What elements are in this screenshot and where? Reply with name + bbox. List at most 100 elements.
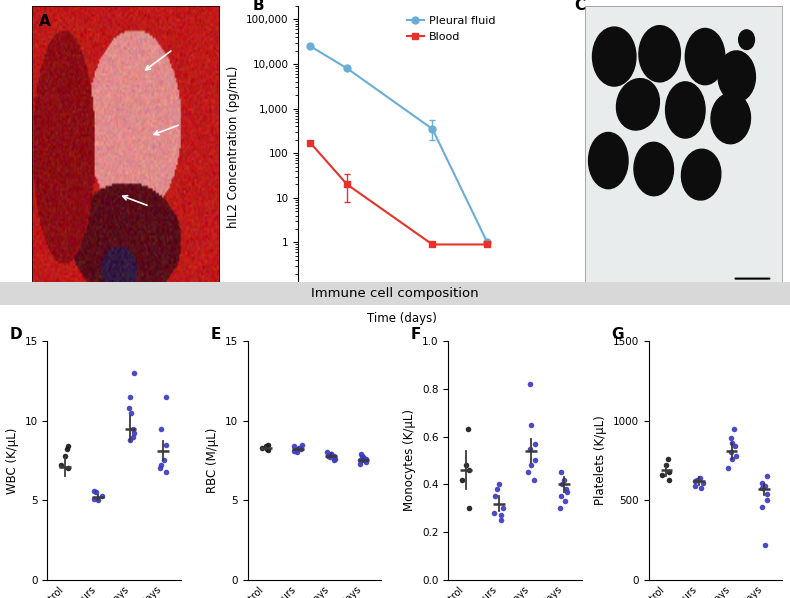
Point: [90, 487, 103, 497]
Point: [524, 444, 536, 453]
Point: [154, 424, 167, 434]
Point: [294, 444, 307, 454]
Point: [761, 489, 773, 499]
Y-axis label: hIL2 Concentration (pg/mL): hIL2 Concentration (pg/mL): [228, 65, 240, 228]
Point: [462, 504, 475, 513]
Point: [155, 460, 167, 470]
Point: [360, 457, 373, 467]
Point: [724, 434, 737, 443]
Point: [729, 451, 742, 460]
Text: A: A: [40, 14, 51, 29]
Point: [759, 540, 772, 550]
Point: [288, 441, 300, 451]
Point: [555, 492, 568, 501]
Point: [460, 460, 472, 470]
Point: [96, 491, 108, 501]
Point: [729, 441, 742, 451]
Point: [694, 473, 706, 483]
Point: [724, 448, 737, 457]
Point: [493, 480, 506, 489]
Point: [488, 508, 501, 518]
Point: [255, 443, 268, 453]
Point: [160, 392, 172, 401]
Point: [725, 454, 738, 463]
Point: [126, 424, 139, 434]
Point: [525, 460, 538, 470]
Point: [558, 475, 570, 484]
Ellipse shape: [718, 51, 755, 102]
Text: D: D: [10, 327, 23, 341]
Point: [488, 492, 501, 501]
Point: [525, 420, 537, 429]
Point: [656, 470, 669, 480]
Point: [262, 440, 275, 449]
Point: [126, 432, 139, 441]
Point: [291, 448, 303, 457]
Point: [153, 463, 166, 473]
Point: [321, 448, 333, 457]
Point: [660, 460, 672, 470]
Point: [88, 486, 100, 496]
Point: [560, 487, 573, 496]
Point: [354, 459, 367, 468]
Point: [691, 475, 704, 484]
Point: [327, 456, 340, 465]
Point: [296, 440, 309, 449]
Point: [324, 453, 337, 462]
Point: [288, 446, 301, 456]
Point: [722, 463, 735, 473]
Point: [697, 478, 709, 487]
Ellipse shape: [666, 82, 705, 138]
Point: [761, 496, 773, 505]
Point: [261, 444, 273, 454]
Point: [728, 424, 740, 434]
Text: E: E: [210, 327, 220, 341]
X-axis label: Time (days): Time (days): [367, 312, 437, 325]
Point: [356, 451, 368, 460]
Point: [725, 438, 738, 448]
Point: [354, 456, 367, 465]
Y-axis label: Monocytes (K/μL): Monocytes (K/μL): [404, 410, 416, 511]
Text: Immune cell composition: Immune cell composition: [311, 287, 479, 300]
Point: [663, 467, 675, 477]
Ellipse shape: [589, 133, 628, 189]
Point: [529, 456, 542, 465]
Ellipse shape: [616, 79, 660, 130]
Point: [294, 443, 307, 453]
Point: [524, 379, 536, 389]
Point: [322, 451, 335, 460]
Point: [529, 439, 541, 448]
Point: [755, 502, 768, 511]
Point: [123, 403, 136, 413]
Ellipse shape: [686, 29, 725, 85]
Point: [62, 463, 74, 473]
Point: [521, 468, 534, 477]
Point: [689, 477, 702, 486]
Point: [160, 467, 172, 477]
Point: [359, 454, 372, 463]
Ellipse shape: [739, 30, 754, 50]
Point: [128, 429, 141, 438]
Text: 2,000 μm: 2,000 μm: [729, 291, 776, 301]
Text: C: C: [575, 0, 586, 13]
Y-axis label: Platelets (K/μL): Platelets (K/μL): [594, 416, 607, 505]
Point: [462, 465, 475, 475]
Point: [559, 496, 571, 506]
Point: [88, 494, 100, 504]
Text: G: G: [611, 327, 623, 341]
Point: [756, 483, 769, 492]
Point: [355, 449, 367, 459]
Point: [92, 496, 105, 505]
Point: [695, 483, 708, 492]
Ellipse shape: [711, 93, 750, 144]
Ellipse shape: [682, 150, 720, 200]
Point: [124, 392, 137, 401]
Text: F: F: [411, 327, 421, 341]
Point: [325, 449, 337, 459]
Legend: Pleural fluid, Blood: Pleural fluid, Blood: [402, 11, 500, 46]
Point: [758, 481, 771, 491]
Point: [123, 435, 136, 444]
Point: [661, 454, 674, 463]
Text: B: B: [253, 0, 264, 13]
Point: [62, 441, 74, 451]
